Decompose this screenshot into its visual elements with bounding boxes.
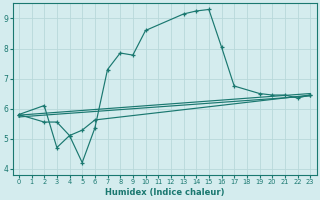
X-axis label: Humidex (Indice chaleur): Humidex (Indice chaleur)	[105, 188, 224, 197]
